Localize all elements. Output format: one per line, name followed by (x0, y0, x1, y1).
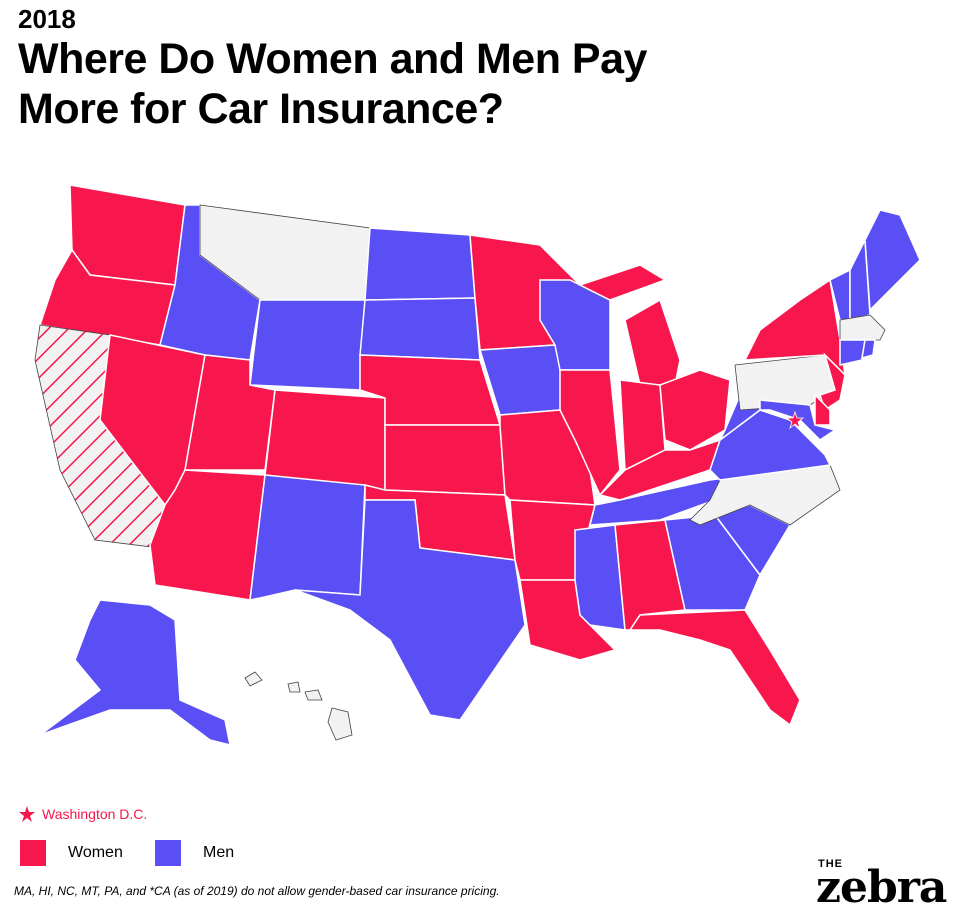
state (264, 389, 386, 491)
state (327, 707, 353, 741)
state (628, 609, 801, 727)
legend-label: Men (203, 844, 235, 861)
legend-star (19, 806, 35, 822)
state (287, 681, 301, 693)
year: 2018 (18, 4, 76, 34)
state (839, 339, 866, 366)
footnote: MA, HI, NC, MT, PA, and *CA (as of 2019)… (14, 884, 500, 898)
state (814, 393, 831, 426)
state (578, 264, 667, 301)
state (864, 209, 921, 312)
legend-swatch (155, 840, 181, 866)
logo-top: THE (818, 858, 843, 870)
marker-label: Washington D.C. (42, 806, 148, 822)
state (659, 369, 731, 451)
logo-word: zebra (816, 862, 947, 913)
state (384, 424, 506, 496)
state (359, 297, 481, 361)
state (709, 409, 832, 481)
title: Where Do Women and Men Pay More for Car … (18, 35, 647, 133)
state (364, 227, 476, 301)
legend-swatch (20, 840, 46, 866)
state (304, 689, 323, 701)
state (759, 399, 837, 441)
legend-label: Women (68, 844, 123, 861)
state (39, 599, 231, 747)
states (34, 184, 921, 747)
state (294, 499, 526, 721)
state (249, 299, 366, 391)
state (249, 474, 366, 601)
dc-star (785, 410, 805, 430)
state (624, 298, 681, 386)
state (861, 339, 876, 360)
state (839, 314, 886, 341)
state (598, 438, 722, 501)
state (244, 671, 263, 687)
